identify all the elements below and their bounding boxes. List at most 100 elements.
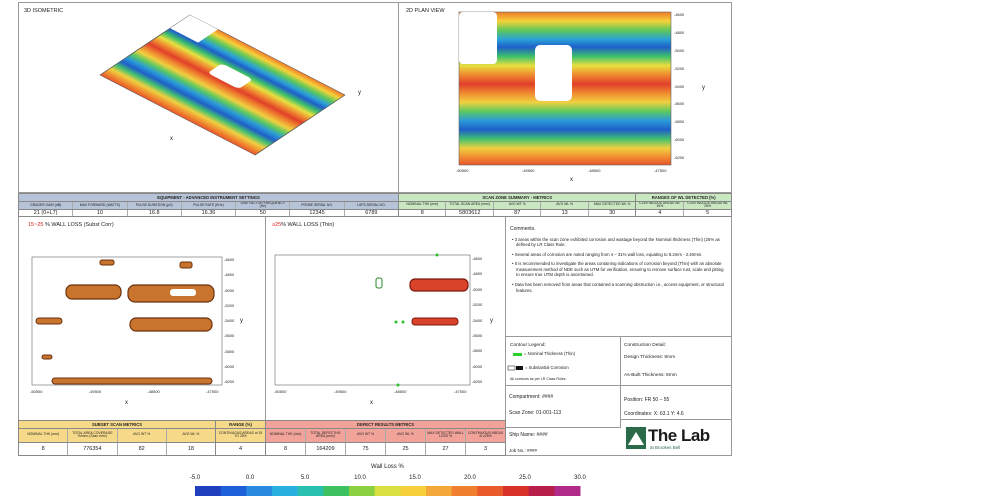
value-cell: 6789 bbox=[365, 210, 378, 216]
colorbar-segment bbox=[297, 486, 324, 496]
value-cell: 16.36 bbox=[182, 210, 237, 216]
tick-label: -4800 bbox=[224, 272, 235, 278]
tick-label: -5000 bbox=[674, 47, 685, 53]
tick-label: -48500 bbox=[394, 389, 407, 394]
header-cell: LINE FACTOR FREQUENCY (Hz) bbox=[236, 201, 291, 209]
colorbar bbox=[195, 486, 581, 496]
comment-item: • Several areas of corrosion are noted r… bbox=[512, 251, 703, 257]
iso-title: 3D ISOMETRIC bbox=[24, 8, 64, 14]
subst-x-label: x bbox=[125, 400, 128, 406]
legend-item: = Substantial Corrosion bbox=[525, 365, 569, 370]
iso-cutout bbox=[170, 15, 218, 43]
thin-y-label: y bbox=[490, 318, 493, 324]
tick-label: -5400 bbox=[224, 318, 235, 323]
title-text: % WALL LOSS (Subst Corr) bbox=[44, 222, 114, 228]
value-cell: 5 bbox=[706, 210, 710, 216]
header-row: NOMINAL THK (mm) TOTAL SCAN AREA (mm²) AVG… bbox=[399, 202, 636, 210]
value-cell: 75 bbox=[346, 442, 386, 455]
thin-area bbox=[375, 277, 383, 289]
value-cell: 13 bbox=[541, 209, 589, 216]
metrics-table: EQUIPMENT - ADVANCED INSTRUMENT SETTINGS… bbox=[18, 193, 399, 217]
nominal-point bbox=[435, 253, 439, 257]
value-cell: 8 bbox=[266, 442, 306, 455]
logo-sub: at Brookes Bell bbox=[650, 445, 681, 450]
header-row: NOMINAL THK (mm) TOTAL DEFECTIVE AREA (mm… bbox=[266, 429, 505, 443]
tick-label: -48500 bbox=[588, 168, 601, 173]
title-highlight: ≥25 bbox=[272, 222, 282, 228]
value-row: 21 (0+L7) 10 16.8 16.36 50 12345 6789 bbox=[19, 210, 398, 216]
value-cell: 8 bbox=[399, 209, 447, 216]
thin-x-label: x bbox=[370, 400, 373, 406]
title-text: % WALL LOSS (Thin) bbox=[281, 222, 335, 228]
value-cell: 18 bbox=[187, 445, 194, 452]
group-title: SCAN ZONE SUMMARY - METRICS bbox=[399, 194, 636, 202]
colorbar-tick: 15.0 bbox=[409, 475, 421, 481]
colorbar-segment bbox=[477, 486, 504, 496]
ship-name: Ship Name: #### bbox=[509, 432, 548, 438]
tick-label: -5000 bbox=[472, 286, 483, 292]
value-cell: 10 bbox=[73, 210, 128, 216]
header-cell: TOTAL DEFECTIVE AREA (mm²) bbox=[306, 429, 346, 442]
table-group: RANGES OF WL DETECTED (%) CONTINUOUS AREA… bbox=[636, 194, 731, 216]
thin-title: ≥25% WALL LOSS (Thin) bbox=[272, 222, 335, 229]
colorbar-tick: 20.0 bbox=[464, 475, 476, 481]
value-cell: 4 bbox=[238, 445, 243, 452]
iso-map bbox=[99, 14, 346, 156]
table-group: EQUIPMENT - ADVANCED INSTRUMENT SETTINGS… bbox=[19, 194, 398, 216]
tick-label: -6000 bbox=[674, 137, 685, 143]
comment-item: • 3 areas within the scan zone exhibited… bbox=[512, 236, 720, 248]
value-cell: 82 bbox=[118, 442, 167, 455]
corrosion-swatch bbox=[516, 366, 523, 370]
logo-mark bbox=[626, 427, 646, 449]
zone-box bbox=[505, 385, 621, 428]
header-row: CONTINUOUS AREAS WL 15% CONTINUOUS AREAS … bbox=[636, 201, 731, 210]
colorbar-segment bbox=[246, 486, 273, 496]
value-cell: 87 bbox=[494, 209, 542, 216]
value-cell: 3 bbox=[483, 445, 488, 452]
tick-label: -4600 bbox=[472, 256, 483, 261]
header-cell: LSPS SERIAL NO. bbox=[357, 202, 386, 207]
scan-zone: Scan Zone: 01-001-113 bbox=[509, 410, 562, 416]
tick-label: -4600 bbox=[224, 257, 235, 262]
group-title: EQUIPMENT - ADVANCED INSTRUMENT SETTINGS bbox=[19, 194, 398, 202]
tick-label: -4800 bbox=[674, 29, 685, 35]
plan-title: 2D PLAN VIEW bbox=[406, 8, 445, 14]
tick-label: -5400 bbox=[472, 317, 483, 323]
tick-label: -5600 bbox=[472, 332, 483, 338]
header-cell: MAX DETECTED WL % bbox=[593, 202, 631, 207]
nominal-point bbox=[394, 320, 398, 324]
tick-label: -6200 bbox=[224, 379, 235, 384]
colorbar-tick: 5.0 bbox=[300, 475, 310, 481]
value-cell: 164209 bbox=[306, 442, 346, 455]
nominal-point bbox=[396, 383, 400, 387]
thin-plot bbox=[274, 253, 471, 387]
value-cell: 12345 bbox=[290, 210, 345, 216]
design-thickness: Design Thickness: 8mm bbox=[624, 355, 676, 360]
header-cell: CONTINUOUS AREAS of 15 TO 25% bbox=[218, 430, 263, 439]
corrosion-area bbox=[51, 377, 213, 385]
header-row: CONTINUOUS AREAS of 15 TO 25% bbox=[216, 429, 265, 443]
plan-panel bbox=[398, 2, 732, 193]
header-cell: TOTAL AREA COVERAGE %/mm² (Scan mm²) bbox=[68, 429, 118, 442]
tick-label: -47500 bbox=[654, 168, 667, 173]
colorbar-segment bbox=[220, 486, 247, 496]
colorbar-segment bbox=[349, 486, 376, 496]
colorbar-segment bbox=[503, 486, 530, 496]
colorbar-segment bbox=[451, 486, 478, 496]
value-row: 4 bbox=[216, 443, 265, 456]
colorbar-tick: 0.0 bbox=[245, 475, 255, 481]
tick-label: -50500 bbox=[30, 389, 43, 394]
tick-label: -49500 bbox=[88, 389, 102, 394]
colorbar-segment bbox=[374, 486, 401, 496]
tick-label: -50500 bbox=[274, 389, 287, 394]
value-row: 8 776354 82 18 bbox=[19, 442, 215, 455]
position-box bbox=[620, 385, 732, 420]
corrosion-swatch bbox=[507, 365, 516, 371]
thin-area bbox=[411, 317, 459, 326]
colorbar-title: Wall Loss % bbox=[371, 464, 404, 470]
corrosion-area bbox=[179, 261, 193, 269]
plan-map bbox=[458, 11, 672, 166]
value-row: 8 5803612 87 13 30 bbox=[399, 209, 635, 216]
iso-surface bbox=[99, 14, 346, 156]
